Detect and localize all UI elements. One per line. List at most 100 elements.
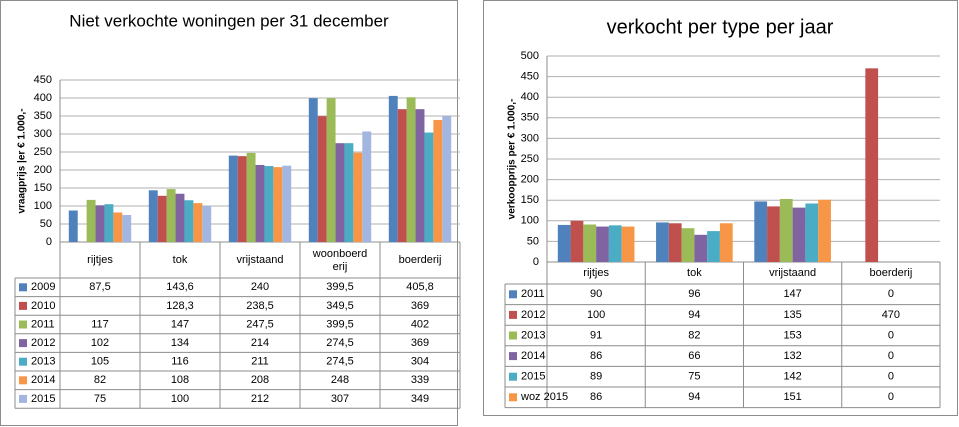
bar xyxy=(656,222,669,262)
x-tick-label: tok xyxy=(687,267,702,279)
data-label: 86 xyxy=(590,350,602,362)
x-tick-label: woonboerd erij xyxy=(312,248,367,273)
bar xyxy=(621,226,635,262)
bar xyxy=(406,97,416,242)
y-tick-label: 350 xyxy=(34,110,52,122)
data-label: 94 xyxy=(688,391,700,403)
data-label: 0 xyxy=(888,329,894,341)
bar xyxy=(767,206,780,262)
data-label: 108 xyxy=(171,374,189,386)
legend-swatch xyxy=(19,394,27,403)
data-label: 240 xyxy=(251,281,269,293)
bar xyxy=(202,206,212,242)
bar xyxy=(308,98,318,243)
bar xyxy=(719,223,733,262)
data-label: 134 xyxy=(171,337,189,349)
y-tick-label: 150 xyxy=(521,194,539,206)
y-tick-label: 150 xyxy=(34,182,52,194)
bar xyxy=(122,215,132,242)
y-tick-label: 450 xyxy=(521,71,539,83)
data-label: 147 xyxy=(171,318,189,330)
bar xyxy=(113,212,123,242)
bar xyxy=(818,199,831,262)
legend-label: 2015 xyxy=(31,393,55,405)
bar xyxy=(570,220,584,262)
bar xyxy=(707,231,720,262)
bar xyxy=(157,195,167,242)
legend-label: woz 2015 xyxy=(520,391,568,403)
chart-title: Niet verkochte woningen per 31 december xyxy=(69,11,389,30)
bar xyxy=(557,224,571,262)
bar xyxy=(415,109,425,242)
data-label: 82 xyxy=(688,329,700,341)
x-tick-label: tok xyxy=(173,254,188,266)
x-tick-label: rijtjes xyxy=(583,267,609,279)
data-label: 66 xyxy=(688,350,700,362)
data-label: 349,5 xyxy=(326,300,354,312)
y-tick-label: 300 xyxy=(34,128,52,140)
bar xyxy=(694,234,708,262)
data-label: 82 xyxy=(94,374,106,386)
legend-swatch xyxy=(19,339,27,348)
data-label: 89 xyxy=(590,371,602,383)
bar xyxy=(95,205,105,242)
data-label: 102 xyxy=(91,337,109,349)
bar xyxy=(317,116,327,242)
y-tick-label: 400 xyxy=(34,92,52,104)
data-label: 90 xyxy=(590,288,602,300)
data-label: 369 xyxy=(411,300,429,312)
data-label: 153 xyxy=(783,329,801,341)
legend-swatch xyxy=(509,331,517,340)
data-label: 151 xyxy=(783,391,801,403)
data-label: 128,3 xyxy=(166,300,194,312)
bar xyxy=(805,203,819,262)
data-label: 238,5 xyxy=(246,300,274,312)
data-label: 247,5 xyxy=(246,318,274,330)
bar xyxy=(193,203,203,242)
data-label: 100 xyxy=(171,393,189,405)
legend-swatch xyxy=(509,352,517,361)
legend-label: 2012 xyxy=(31,337,55,349)
data-label: 369 xyxy=(411,337,429,349)
legend-swatch xyxy=(19,301,27,310)
data-label: 211 xyxy=(251,356,269,368)
bar xyxy=(433,119,443,242)
legend-label: 2015 xyxy=(521,371,545,383)
legend-label: 2013 xyxy=(521,329,545,341)
data-label: 304 xyxy=(411,356,429,368)
data-label: 405,8 xyxy=(406,281,434,293)
bar xyxy=(255,164,265,242)
bar xyxy=(681,228,695,262)
data-label: 87,5 xyxy=(89,281,110,293)
y-tick-label: 50 xyxy=(527,235,539,247)
y-tick-label: 350 xyxy=(521,112,539,124)
bar xyxy=(86,199,96,242)
data-label: 91 xyxy=(590,329,602,341)
legend-label: 2011 xyxy=(521,288,545,300)
bar xyxy=(264,166,274,242)
data-label: 274,5 xyxy=(326,337,354,349)
y-tick-label: 0 xyxy=(533,256,539,268)
legend-swatch xyxy=(19,320,27,329)
bar xyxy=(246,152,256,242)
legend-swatch xyxy=(509,310,517,319)
data-label: 94 xyxy=(688,309,700,321)
bar xyxy=(353,152,363,242)
legend-label: 2010 xyxy=(31,300,55,312)
data-label: 86 xyxy=(590,391,602,403)
data-label: 399,5 xyxy=(326,281,354,293)
data-label: 0 xyxy=(888,350,894,362)
data-label: 0 xyxy=(888,288,894,300)
data-label: 0 xyxy=(888,371,894,383)
x-tick-label: rijtjes xyxy=(87,254,113,266)
data-label: 117 xyxy=(91,318,109,330)
bar xyxy=(175,193,185,242)
legend-label: 2012 xyxy=(521,309,545,321)
bar xyxy=(104,204,114,242)
data-label: 142 xyxy=(783,371,801,383)
legend-label: 2011 xyxy=(31,318,55,330)
data-label: 208 xyxy=(251,374,269,386)
data-label: 0 xyxy=(888,391,894,403)
data-label: 248 xyxy=(331,374,349,386)
data-label: 75 xyxy=(94,393,106,405)
